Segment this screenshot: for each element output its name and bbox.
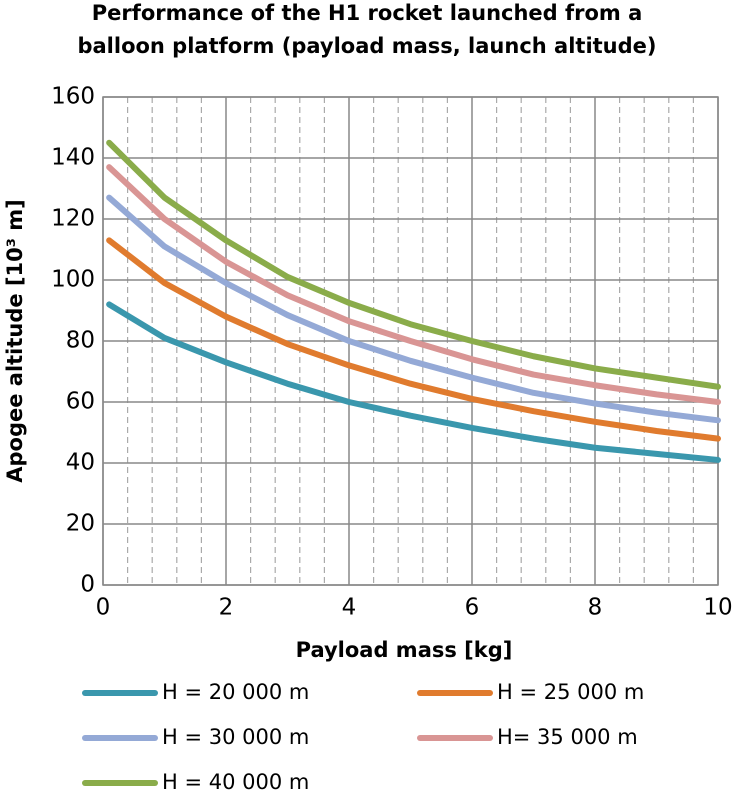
legend-label: H = 20 000 m: [162, 680, 309, 704]
series-line: [106, 164, 721, 405]
y-tick-label: 0: [80, 572, 95, 598]
legend-label: H= 35 000 m: [497, 725, 638, 749]
series-line: [106, 194, 721, 424]
plot-frame: [102, 96, 719, 586]
x-tick-label: 6: [465, 595, 480, 621]
series-line: [106, 301, 721, 463]
y-tick-label: 140: [51, 145, 95, 171]
x-tick-label: 10: [703, 595, 732, 621]
series-line: [106, 139, 721, 390]
y-tick-label: 120: [51, 206, 95, 232]
legend-label: H = 25 000 m: [497, 680, 644, 704]
x-tick-label: 4: [342, 595, 357, 621]
y-tick-label: 20: [66, 511, 95, 537]
y-tick-label: 80: [66, 328, 95, 354]
y-tick-label: 60: [66, 389, 95, 415]
legend-label: H = 30 000 m: [162, 725, 309, 749]
y-tick-label: 160: [51, 84, 95, 110]
y-tick-label: 40: [66, 450, 95, 476]
y-tick-label: 100: [51, 267, 95, 293]
x-axis-label: Payload mass [kg]: [296, 638, 513, 662]
legend-label: H = 40 000 m: [162, 770, 309, 794]
series-line: [106, 237, 721, 442]
chart-title: Performance of the H1 rocket launched fr…: [92, 1, 643, 25]
x-tick-label: 0: [96, 595, 111, 621]
y-axis-label: Apogee altitude [10³ m]: [3, 199, 27, 483]
x-tick-label: 8: [588, 595, 603, 621]
x-tick-label: 2: [219, 595, 234, 621]
chart-title: balloon platform (payload mass, launch a…: [77, 34, 656, 58]
